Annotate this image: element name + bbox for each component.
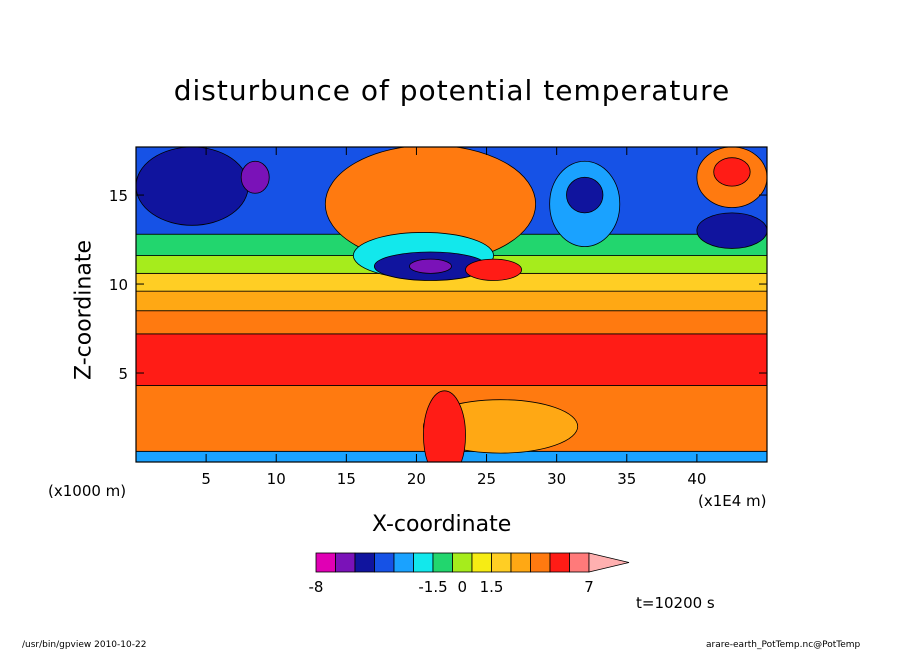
colorbar-segment-2 [354, 552, 375, 573]
colorbar-segment-8 [471, 552, 492, 573]
colorbar-tick-label: -8 [309, 578, 324, 596]
colorbar-segment-11 [530, 552, 551, 573]
x-scale-label: (x1E4 m) [698, 492, 767, 510]
contour-feature-11 [696, 212, 767, 249]
plot-frame [135, 146, 768, 463]
colorbar-segment-1 [335, 552, 356, 573]
x-tick-label: 10 [267, 470, 286, 488]
chart-title: disturbunce of potential temperature [173, 74, 731, 107]
y-tick-label: 10 [109, 276, 128, 294]
x-tick-label: 15 [337, 470, 356, 488]
contour-band-3 [136, 310, 767, 335]
plot-area [136, 147, 767, 462]
time-label: t=10200 s [636, 594, 715, 612]
colorbar-arrow [588, 552, 630, 573]
contour-feature-0 [136, 147, 249, 226]
x-tick-label: 20 [407, 470, 426, 488]
colorbar-segment-6 [432, 552, 453, 573]
footer-program-date: /usr/bin/gpview 2010-10-22 [22, 640, 147, 650]
x-tick-label: 40 [687, 470, 706, 488]
contour-feature-13 [423, 390, 466, 462]
contour-band-4 [136, 290, 767, 312]
contour-feature-5 [409, 258, 452, 274]
colorbar-segment-3 [374, 552, 395, 573]
y-tick-label: 5 [118, 365, 128, 383]
contour-band-2 [136, 333, 767, 386]
x-tick-label: 25 [477, 470, 496, 488]
x-tick-label: 30 [547, 470, 566, 488]
colorbar-tick-label: 7 [584, 578, 594, 596]
contour-feature-1 [240, 160, 270, 194]
colorbar-tick-label: -1.5 [418, 578, 447, 596]
footer-source-file: arare-earth_PotTemp.nc@PotTemp [706, 640, 861, 650]
colorbar-segment-0 [315, 552, 336, 573]
colorbar-segment-7 [452, 552, 473, 573]
colorbar-segment-4 [393, 552, 414, 573]
colorbar-tick-label: 0 [457, 578, 467, 596]
colorbar-segment-10 [510, 552, 531, 573]
x-tick-label: 35 [617, 470, 636, 488]
x-tick-label: 5 [201, 470, 211, 488]
colorbar-segment-13 [569, 552, 590, 573]
x-unit-label: (x1000 m) [48, 482, 127, 500]
colorbar-segment-12 [549, 552, 570, 573]
x-axis-label: X-coordinate [372, 512, 512, 537]
contour-feature-6 [465, 258, 523, 281]
y-tick-label: 15 [109, 187, 128, 205]
colorbar-segment-5 [413, 552, 434, 573]
colorbar-segment-9 [491, 552, 512, 573]
contour-feature-8 [566, 176, 604, 214]
colorbar-tick-label: 1.5 [480, 578, 504, 596]
contour-feature-10 [713, 157, 751, 187]
